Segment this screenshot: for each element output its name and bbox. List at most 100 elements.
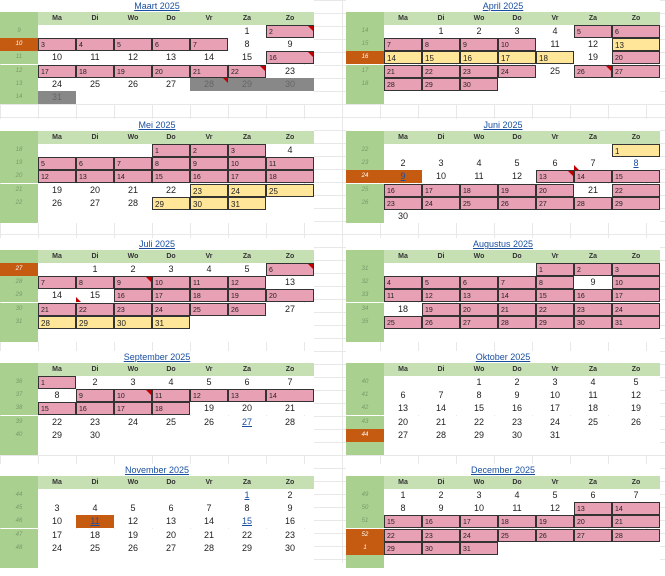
day-cell[interactable] <box>114 442 152 455</box>
week-number-cell[interactable] <box>0 555 38 568</box>
day-cell[interactable] <box>574 442 612 455</box>
day-cell[interactable]: 12 <box>536 502 574 516</box>
day-cell[interactable]: 21 <box>498 302 536 316</box>
day-cell[interactable] <box>76 25 114 38</box>
day-cell[interactable]: 16 <box>384 183 422 197</box>
day-cell[interactable] <box>612 91 660 104</box>
week-number-cell[interactable]: 17 <box>346 64 384 78</box>
day-cell[interactable]: 13 <box>384 402 422 416</box>
day-cell[interactable]: 31 <box>38 91 76 104</box>
day-cell[interactable]: 12 <box>574 38 612 52</box>
day-cell[interactable]: 1 <box>76 263 114 276</box>
day-cell[interactable]: 6 <box>152 38 190 52</box>
day-cell[interactable] <box>574 91 612 104</box>
day-cell[interactable] <box>76 91 114 104</box>
day-cell[interactable]: 31 <box>460 541 498 555</box>
day-cell[interactable] <box>152 25 190 38</box>
day-cell[interactable]: 2 <box>460 25 498 38</box>
day-cell[interactable]: 17 <box>612 289 660 303</box>
week-number-cell[interactable]: 16 <box>346 51 384 65</box>
week-number-cell[interactable]: 10 <box>0 38 38 52</box>
day-cell[interactable]: 19 <box>228 289 266 303</box>
day-cell[interactable]: 11 <box>190 276 228 290</box>
day-cell[interactable]: 2 <box>574 263 612 276</box>
day-cell[interactable] <box>536 555 574 568</box>
day-cell[interactable]: 7 <box>422 389 460 403</box>
day-cell[interactable]: 30 <box>574 315 612 329</box>
day-cell[interactable]: 5 <box>422 276 460 290</box>
day-cell[interactable]: 8 <box>612 157 660 171</box>
day-cell[interactable]: 20 <box>152 528 190 542</box>
day-cell[interactable]: 25 <box>152 415 190 429</box>
day-cell[interactable] <box>384 442 422 455</box>
day-cell[interactable] <box>612 442 660 455</box>
day-cell[interactable]: 28 <box>190 541 228 555</box>
day-cell[interactable] <box>536 210 574 223</box>
day-cell[interactable]: 27 <box>612 64 660 78</box>
month-title[interactable]: Oktober 2025 <box>346 351 660 363</box>
day-cell[interactable] <box>114 329 152 342</box>
day-cell[interactable]: 2 <box>498 376 536 389</box>
day-cell[interactable]: 27 <box>152 77 190 91</box>
day-cell[interactable]: 12 <box>114 515 152 529</box>
day-cell[interactable]: 11 <box>460 170 498 184</box>
day-cell[interactable]: 29 <box>460 428 498 442</box>
day-cell[interactable] <box>498 91 536 104</box>
day-cell[interactable]: 24 <box>498 64 536 78</box>
day-cell[interactable] <box>76 442 114 455</box>
day-cell[interactable]: 30 <box>76 428 114 442</box>
day-cell[interactable]: 2 <box>190 144 228 157</box>
day-cell[interactable]: 19 <box>574 51 612 65</box>
day-cell[interactable] <box>228 329 266 342</box>
day-cell[interactable]: 14 <box>266 389 314 403</box>
day-cell[interactable] <box>228 555 266 568</box>
day-cell[interactable] <box>38 329 76 342</box>
day-cell[interactable]: 23 <box>114 302 152 316</box>
day-cell[interactable]: 7 <box>190 38 228 52</box>
week-number-cell[interactable]: 23 <box>346 157 384 171</box>
week-number-cell[interactable] <box>346 329 384 342</box>
day-cell[interactable]: 4 <box>76 502 114 516</box>
day-cell[interactable]: 6 <box>76 157 114 171</box>
week-number-cell[interactable]: 40 <box>0 428 38 442</box>
day-cell[interactable] <box>38 489 76 502</box>
day-cell[interactable]: 28 <box>190 77 228 91</box>
week-number-cell[interactable]: 34 <box>346 302 384 316</box>
day-cell[interactable]: 2 <box>76 376 114 389</box>
day-cell[interactable] <box>76 555 114 568</box>
week-number-cell[interactable]: 30 <box>0 302 38 316</box>
day-cell[interactable]: 11 <box>266 157 314 171</box>
day-cell[interactable]: 15 <box>612 170 660 184</box>
week-number-cell[interactable]: 49 <box>346 489 384 502</box>
day-cell[interactable] <box>266 555 314 568</box>
day-cell[interactable] <box>266 329 314 342</box>
day-cell[interactable]: 3 <box>38 38 76 52</box>
day-cell[interactable]: 27 <box>536 196 574 210</box>
day-cell[interactable] <box>498 541 536 555</box>
day-cell[interactable]: 1 <box>422 25 460 38</box>
day-cell[interactable]: 26 <box>498 196 536 210</box>
day-cell[interactable]: 4 <box>574 376 612 389</box>
day-cell[interactable] <box>384 555 422 568</box>
day-cell[interactable]: 20 <box>612 51 660 65</box>
day-cell[interactable]: 16 <box>498 402 536 416</box>
day-cell[interactable]: 5 <box>228 263 266 276</box>
day-cell[interactable]: 24 <box>38 541 76 555</box>
day-cell[interactable]: 8 <box>76 276 114 290</box>
day-cell[interactable]: 19 <box>536 515 574 529</box>
day-cell[interactable] <box>384 376 422 389</box>
day-cell[interactable]: 9 <box>422 502 460 516</box>
day-cell[interactable]: 23 <box>460 64 498 78</box>
day-cell[interactable] <box>460 329 498 342</box>
month-title[interactable]: Juni 2025 <box>346 119 660 131</box>
day-cell[interactable]: 29 <box>384 541 422 555</box>
day-cell[interactable]: 30 <box>114 315 152 329</box>
week-number-cell[interactable]: 14 <box>346 25 384 38</box>
day-cell[interactable]: 7 <box>190 502 228 516</box>
day-cell[interactable]: 15 <box>152 170 190 184</box>
week-number-cell[interactable]: 39 <box>0 415 38 429</box>
day-cell[interactable]: 24 <box>38 77 76 91</box>
day-cell[interactable]: 29 <box>228 77 266 91</box>
day-cell[interactable]: 23 <box>498 415 536 429</box>
day-cell[interactable]: 21 <box>422 415 460 429</box>
